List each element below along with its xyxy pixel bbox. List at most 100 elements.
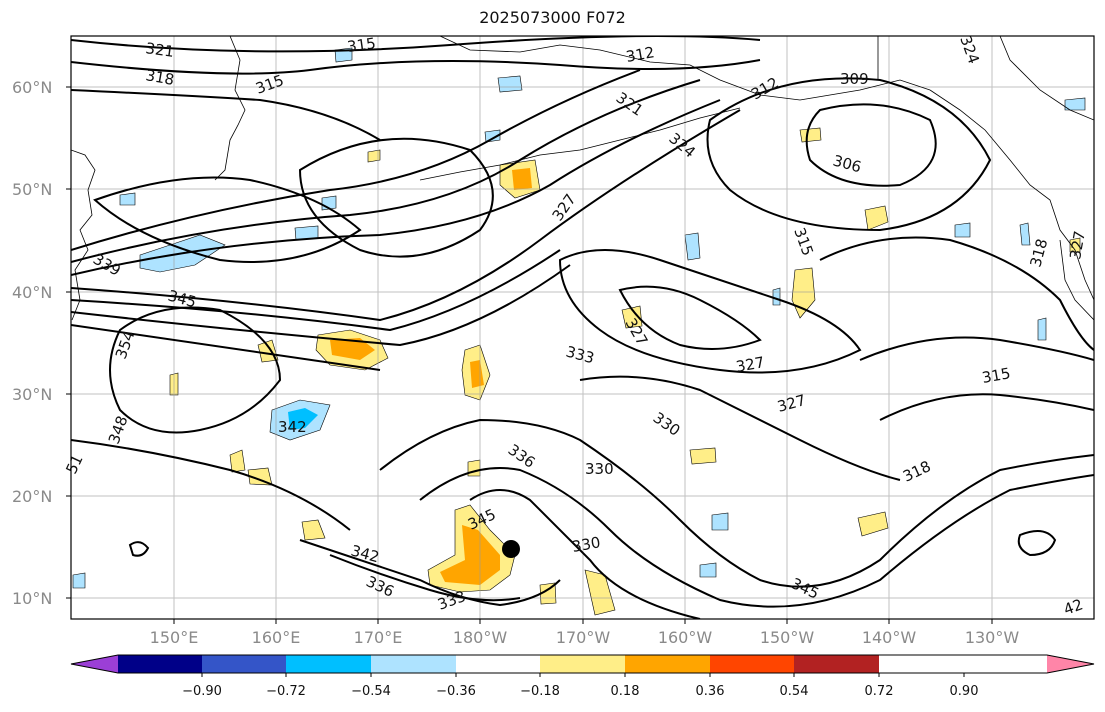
contour-line	[819, 236, 1094, 351]
colorbar-extend-right	[1047, 655, 1094, 673]
lon-label: 130°W	[965, 628, 1020, 647]
contour-label: 315	[790, 225, 817, 258]
contour-label: 309	[840, 70, 869, 88]
patch-neg	[484, 129, 501, 143]
colorbar-tick-label: −0.36	[436, 684, 476, 699]
colorbar-tick-label: 0.90	[950, 684, 979, 699]
patch-pos	[330, 338, 375, 360]
patch-pos	[584, 569, 616, 616]
contour-line	[419, 467, 1094, 608]
patch-pos	[621, 305, 643, 329]
contour-label: 306	[831, 151, 863, 176]
contour-label: 42	[1061, 595, 1085, 618]
contour-line	[298, 137, 494, 258]
patch-neg	[119, 192, 136, 206]
patch-neg	[772, 287, 781, 306]
colorbar-tick-label: 0.36	[696, 684, 725, 699]
contour-label: 324	[956, 33, 983, 66]
contour-label: 51	[62, 452, 86, 477]
contour-line	[879, 393, 1094, 421]
lon-label: 180°W	[453, 628, 508, 647]
contour-label: 327	[1066, 229, 1089, 260]
patch-pos	[1069, 237, 1081, 253]
colorbar-outline	[70, 654, 1095, 674]
patch-pos	[791, 267, 816, 319]
patch-neg	[288, 408, 318, 430]
contour-label: 339	[90, 250, 124, 280]
patch-neg	[684, 232, 701, 261]
contour-line	[109, 306, 282, 434]
colorbar-segment	[625, 655, 710, 673]
contour-line	[93, 176, 362, 263]
contour-label: 321	[613, 89, 647, 120]
contour-line	[469, 489, 701, 619]
lon-label: 140°W	[862, 628, 917, 647]
contour-line	[71, 249, 561, 332]
coastline-us-west	[1059, 239, 1094, 321]
contour-line	[71, 69, 641, 251]
contour-line	[71, 264, 571, 347]
contour-line	[71, 99, 721, 276]
patch-neg	[711, 512, 729, 531]
colorbar-segment	[456, 655, 540, 673]
shaded-field	[72, 47, 1086, 616]
contour-label: 315	[981, 364, 1012, 387]
colorbar-tick-label: 0.18	[611, 684, 640, 699]
contour-line	[1017, 530, 1057, 557]
contour-line	[71, 439, 351, 531]
colorbar-segment	[710, 655, 794, 673]
coastlines	[71, 36, 1094, 321]
coastline-canada	[877, 36, 1094, 121]
colorbar-segment	[794, 655, 879, 673]
colorbar-tick-label: 0.54	[780, 684, 809, 699]
contour-label: 354	[112, 328, 139, 361]
contour-line	[579, 375, 901, 481]
lon-label: 150°W	[760, 628, 815, 647]
contour-line	[128, 541, 150, 557]
colorbar: −0.90 −0.72 −0.54 −0.36 −0.18 0.18 0.36 0.54 0.7…	[70, 654, 1095, 699]
colorbar-tick-label: −0.72	[266, 684, 306, 699]
patch-pos	[799, 127, 822, 143]
patch-neg	[1019, 222, 1031, 246]
colorbar-tick-label: −0.54	[351, 684, 391, 699]
contour-label: 327	[549, 191, 580, 225]
contour-label: 318	[144, 66, 175, 89]
lat-label: 10°N	[12, 589, 52, 608]
colorbar-tick-label: 0.72	[865, 684, 894, 699]
contour-label: 315	[253, 71, 286, 98]
coastline-asia	[71, 149, 96, 321]
coastline-kamchatka	[214, 36, 246, 181]
lat-label: 50°N	[12, 180, 52, 199]
axis-ticks	[66, 86, 993, 624]
lon-label: 170°E	[354, 628, 403, 647]
contour-label: 342	[278, 418, 307, 436]
contour-line	[299, 539, 561, 607]
patch-pos	[512, 168, 532, 190]
coastline-aleutians	[419, 107, 741, 181]
patch-neg	[497, 75, 523, 93]
lat-label: 30°N	[12, 385, 52, 404]
contour-label: 333	[564, 342, 596, 367]
contour-line	[558, 249, 862, 374]
contour-label: 321	[144, 39, 175, 61]
patch-pos	[229, 449, 246, 473]
contour-label: 333	[435, 587, 468, 614]
contour-line	[71, 109, 741, 322]
contour-label: 318	[1026, 237, 1051, 269]
contour-label: 324	[665, 129, 699, 161]
lon-label: 160°E	[252, 628, 301, 647]
map-title: 2025073000 F072	[479, 8, 626, 27]
patch-pos	[857, 511, 889, 537]
lat-label: 40°N	[12, 283, 52, 302]
colorbar-segment	[118, 655, 202, 673]
contour-label: 318	[900, 457, 934, 485]
patch-pos	[301, 519, 326, 541]
contour-label: 312	[625, 43, 656, 66]
patch-neg	[1037, 317, 1047, 341]
contour-labels: 321 318 315 315 312 309 312 324 321 324 …	[62, 33, 1089, 619]
contour-line	[805, 103, 937, 187]
contour-label: 342	[349, 541, 381, 566]
coastline-alaska	[439, 36, 931, 101]
contour-label: 327	[775, 391, 807, 416]
